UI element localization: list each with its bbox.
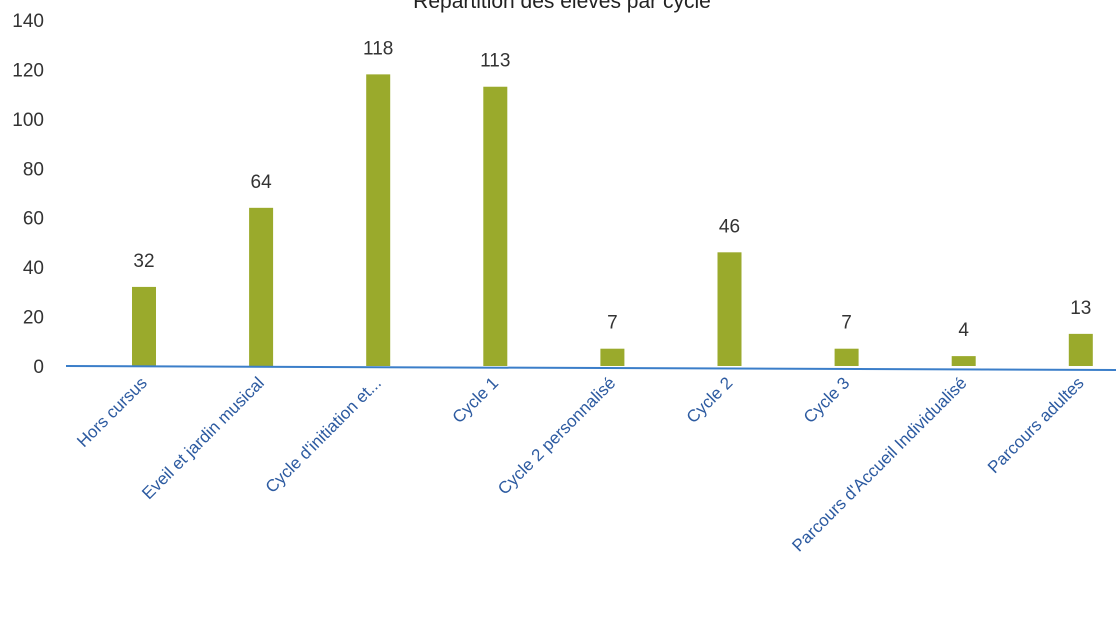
- y-tick-label: 140: [12, 11, 44, 32]
- bar: [717, 252, 742, 366]
- bar: [366, 74, 391, 366]
- y-tick-label: 80: [23, 159, 44, 180]
- data-labels: 32 64 118 113 7 46 7 4 13: [133, 38, 1091, 341]
- bar: [249, 207, 274, 366]
- x-tick-label: Hors cursus: [73, 373, 151, 451]
- x-tick-label: Cycle 1: [449, 373, 503, 427]
- data-label: 4: [958, 320, 969, 341]
- data-label: 32: [133, 251, 154, 272]
- y-tick-label: 120: [12, 60, 44, 81]
- x-tick-label: Cycle 3: [800, 373, 854, 427]
- y-tick-label: 40: [23, 258, 44, 279]
- y-axis-ticks: 0 20 40 60 80 100 120 140: [12, 11, 44, 378]
- data-label: 118: [363, 38, 393, 59]
- y-tick-label: 100: [12, 110, 44, 131]
- x-tick-label: Cycle d'initiation et...: [262, 373, 385, 496]
- data-label: 113: [480, 51, 510, 72]
- bar: [600, 348, 625, 366]
- x-axis-line: [65, 365, 1117, 371]
- x-tick-label: Cycle 2: [683, 373, 737, 427]
- data-label: 7: [607, 313, 618, 334]
- chart-title: Répartition des élèves par cycle: [413, 0, 711, 13]
- x-tick-label: Cycle 2 personnalisé: [494, 373, 619, 498]
- bar: [132, 286, 156, 366]
- data-label: 64: [251, 172, 273, 193]
- bars: [132, 74, 1093, 366]
- data-label: 46: [719, 216, 740, 237]
- data-label: 13: [1070, 298, 1091, 319]
- bar: [1068, 333, 1093, 366]
- bar: [951, 356, 976, 366]
- x-tick-label: Parcours adultes: [984, 373, 1088, 477]
- bar: [483, 86, 508, 366]
- y-tick-label: 60: [23, 209, 44, 230]
- y-tick-label: 0: [33, 357, 44, 378]
- y-tick-label: 20: [23, 308, 44, 329]
- bar: [834, 348, 859, 366]
- data-label: 7: [841, 313, 852, 334]
- x-tick-label: Eveil et jardin musical: [138, 373, 268, 503]
